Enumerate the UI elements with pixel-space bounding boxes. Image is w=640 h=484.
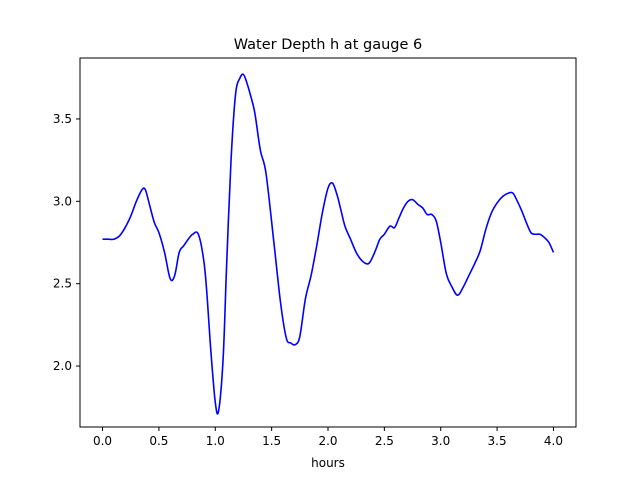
x-axis-label: hours — [311, 456, 345, 470]
series-layer — [102, 73, 555, 415]
y-axis: 2.0 2.5 3.0 3.5 — [53, 112, 80, 373]
x-tick-label: 0.0 — [93, 434, 112, 448]
x-tick-label: 4.0 — [544, 434, 563, 448]
x-tick-label: 2.5 — [375, 434, 394, 448]
series-line-0 — [102, 73, 555, 415]
x-axis: 0.0 0.5 1.0 1.5 2.0 2.5 3.0 3.5 4.0 — [93, 427, 563, 448]
x-tick-label: 3.0 — [431, 434, 450, 448]
x-tick-label: 1.5 — [262, 434, 281, 448]
y-tick-label: 2.5 — [53, 277, 72, 291]
x-tick-label: 3.5 — [488, 434, 507, 448]
y-tick-label: 3.0 — [53, 194, 72, 208]
y-tick-label: 3.5 — [53, 112, 72, 126]
y-tick-label: 2.0 — [53, 359, 72, 373]
x-tick-label: 1.0 — [206, 434, 225, 448]
x-tick-label: 2.0 — [318, 434, 337, 448]
chart-title: Water Depth h at gauge 6 — [234, 37, 422, 53]
x-tick-label: 0.5 — [149, 434, 168, 448]
